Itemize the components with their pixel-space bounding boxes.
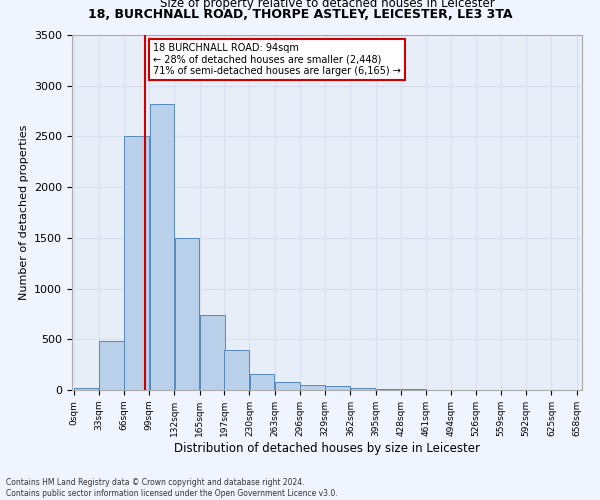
Bar — [300, 385, 325, 390]
Bar — [175, 238, 199, 390]
Bar — [250, 374, 274, 390]
Bar — [376, 389, 400, 390]
Text: 18, BURCHNALL ROAD, THORPE ASTLEY, LEICESTER, LE3 3TA: 18, BURCHNALL ROAD, THORPE ASTLEY, LEICE… — [88, 8, 512, 20]
Bar — [74, 388, 98, 390]
Bar — [350, 388, 375, 390]
Bar — [99, 342, 124, 390]
Bar — [149, 104, 174, 390]
Y-axis label: Number of detached properties: Number of detached properties — [19, 125, 29, 300]
Bar — [200, 315, 224, 390]
Text: Contains HM Land Registry data © Crown copyright and database right 2024.
Contai: Contains HM Land Registry data © Crown c… — [6, 478, 338, 498]
Title: Size of property relative to detached houses in Leicester: Size of property relative to detached ho… — [160, 0, 494, 10]
Bar — [124, 136, 149, 390]
Bar — [224, 350, 249, 390]
X-axis label: Distribution of detached houses by size in Leicester: Distribution of detached houses by size … — [174, 442, 480, 454]
Text: 18 BURCHNALL ROAD: 94sqm
← 28% of detached houses are smaller (2,448)
71% of sem: 18 BURCHNALL ROAD: 94sqm ← 28% of detach… — [153, 43, 401, 76]
Bar — [325, 386, 350, 390]
Bar — [275, 382, 299, 390]
